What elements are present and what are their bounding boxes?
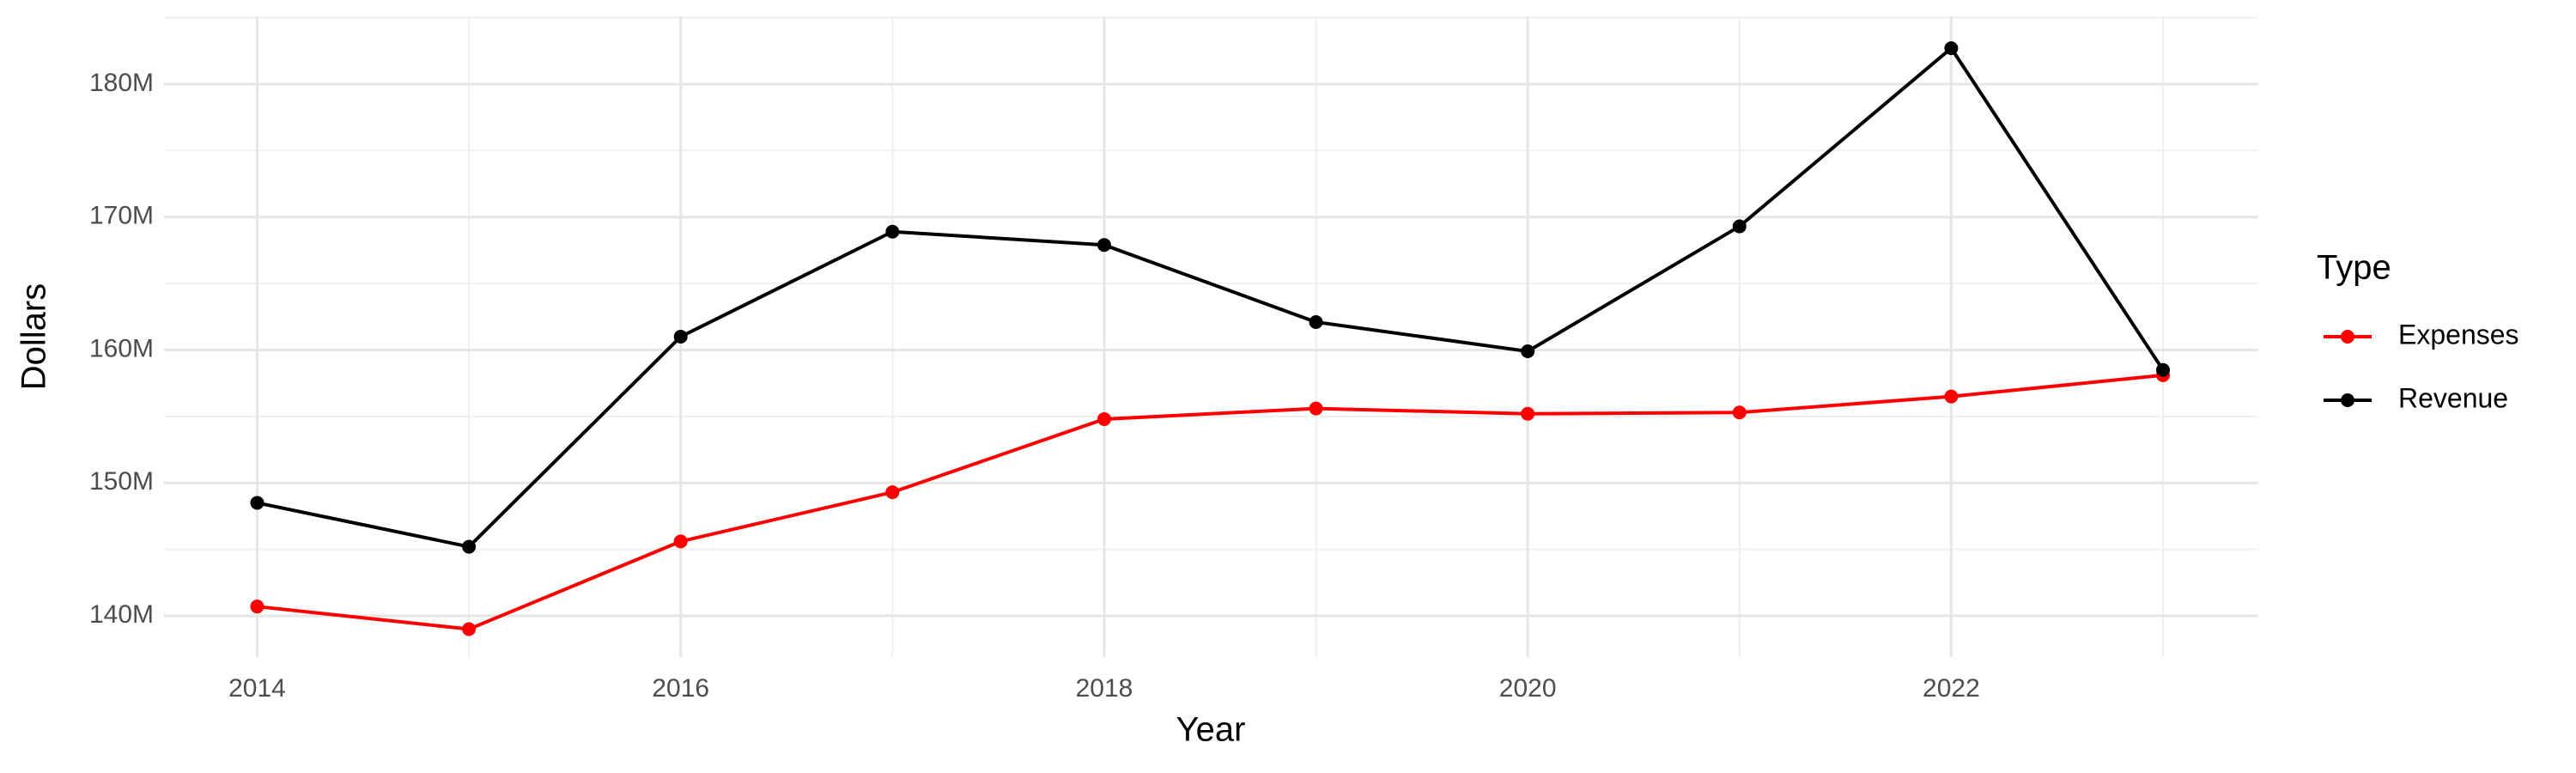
legend-key-point [2341, 330, 2354, 344]
data-point [1521, 344, 1535, 359]
x-tick-label: 2022 [1923, 674, 1980, 703]
series-line [257, 46, 2165, 549]
data-point [885, 224, 900, 239]
y-tick-label: 160M [89, 334, 154, 362]
y-tick-label: 150M [89, 467, 154, 496]
legend-key-point [2341, 393, 2354, 407]
legend-title: Type [2317, 249, 2391, 287]
data-point [1097, 238, 1111, 253]
data-point [462, 622, 477, 636]
data-point [250, 496, 264, 510]
grid [164, 16, 2258, 657]
legend-label: Expenses [2398, 319, 2519, 350]
y-tick-label: 170M [89, 202, 154, 230]
data-point [2156, 362, 2171, 377]
y-axis-title: Dollars [15, 283, 53, 390]
x-tick-label: 2018 [1076, 674, 1133, 703]
y-tick-label: 140M [89, 600, 154, 629]
data-point [1732, 405, 1747, 420]
y-tick-label: 180M [89, 69, 154, 97]
x-tick-label: 2020 [1499, 674, 1557, 703]
data-point [250, 600, 264, 614]
data-point [1521, 406, 1535, 421]
data-point [462, 539, 477, 554]
x-tick-label: 2016 [652, 674, 709, 703]
data-point [1097, 411, 1111, 426]
data-point [1732, 219, 1747, 234]
data-point [1944, 41, 1959, 56]
data-point [673, 534, 688, 549]
series-line [257, 373, 2164, 631]
legend-label: Revenue [2398, 382, 2508, 413]
data-point [1944, 389, 1959, 404]
x-axis-title: Year [1176, 711, 1246, 749]
data-point [885, 485, 900, 500]
data-point [673, 330, 688, 344]
data-point [1309, 314, 1323, 329]
x-tick-label: 2014 [228, 674, 286, 703]
data-point [1309, 401, 1323, 416]
